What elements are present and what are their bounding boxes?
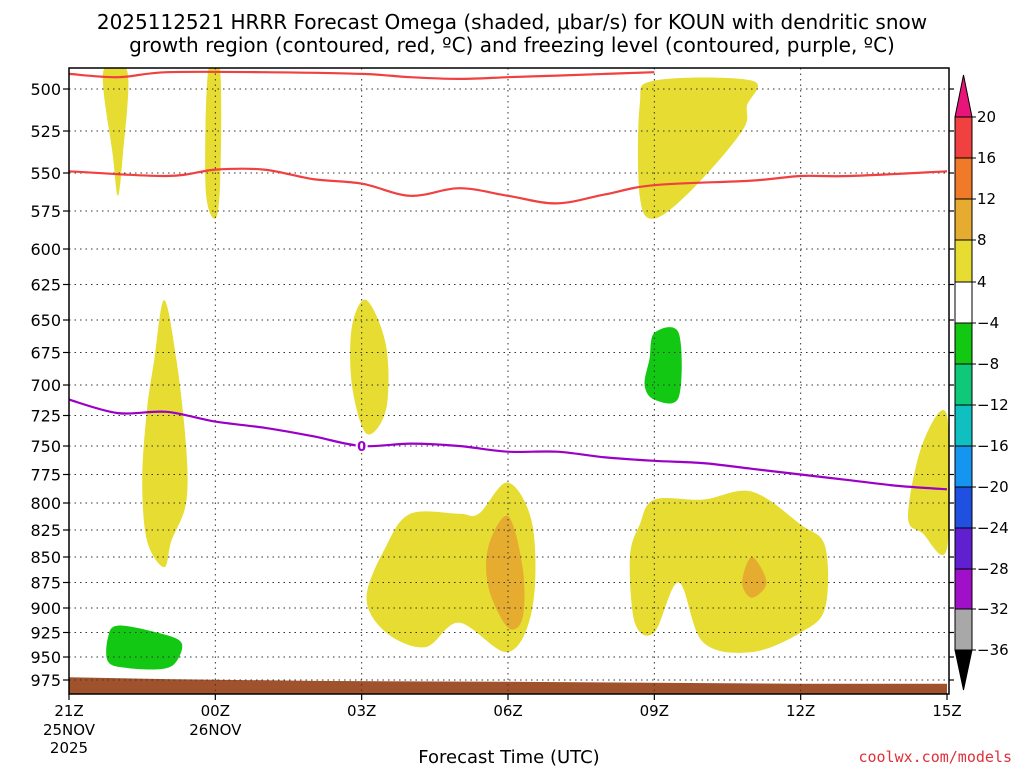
grid-lines	[69, 68, 949, 694]
y-tick-label-875: 875	[30, 574, 61, 593]
y-tick-label-900: 900	[30, 599, 61, 618]
x-tick-label-00Z: 00Z	[201, 702, 230, 720]
y-tick-label-550: 550	[30, 164, 61, 183]
x-tick-label-21Z: 21Z	[54, 702, 83, 720]
series-line-2	[69, 398, 948, 491]
freezing-level-label: 0	[357, 440, 366, 455]
y-tick-label-625: 625	[30, 276, 61, 295]
colorbar-label-3: 8	[977, 231, 987, 249]
terrain	[69, 677, 947, 694]
site-credit[interactable]: coolwx.com/models	[858, 748, 1012, 766]
omega-shading	[102, 68, 949, 670]
colorbar-label-0: 20	[977, 108, 996, 126]
omega-region-3	[350, 299, 389, 435]
colorbar-bin-3	[954, 239, 973, 283]
x-tick-label-03Z: 03Z	[347, 702, 376, 720]
y-axis: 500 525 550 575 600 625 650 675 700 725 750 775 800 8…	[30, 80, 954, 690]
omega-region-6	[629, 490, 829, 653]
y-tick-label-725: 725	[30, 407, 61, 426]
terrain-fill	[69, 677, 947, 694]
omega-region-0	[102, 68, 129, 196]
colorbar-bin-4	[954, 281, 973, 324]
x-tick-label-06Z: 06Z	[493, 702, 522, 720]
y-tick-label-800: 800	[30, 494, 61, 513]
contour-lines	[69, 70, 948, 491]
y-tick-label-825: 825	[30, 521, 61, 540]
colorbar-label-7: −12	[977, 396, 1009, 414]
colorbar-bin-7	[954, 404, 973, 447]
omega-region-4	[637, 77, 758, 219]
y-tick-label-700: 700	[30, 376, 61, 395]
colorbar-bin-5	[954, 322, 973, 365]
freezing-label-bg	[355, 438, 368, 453]
x-tick-label-15Z: 15Z	[932, 702, 961, 720]
series-line-0	[69, 70, 655, 81]
colorbar-bottom-arrow	[954, 649, 973, 691]
colorbar-label-1: 16	[977, 149, 996, 167]
colorbar-label-10: −24	[977, 519, 1009, 537]
y-tick-label-525: 525	[30, 122, 61, 141]
colorbar-top-arrow	[954, 74, 973, 118]
omega-region-8	[486, 515, 525, 630]
colorbar-bin-12	[954, 608, 973, 651]
colorbar: 20 16 12 8 4 −4 −8 −12 −16 −20 −24 −28 −32 −36	[954, 74, 1009, 691]
colorbar-label-12: −32	[977, 600, 1009, 618]
omega-region-10	[644, 327, 682, 404]
y-tick-label-750: 750	[30, 437, 61, 456]
x-tick-date-21Z: 25NOV	[43, 721, 96, 739]
colorbar-bin-10	[954, 527, 973, 570]
y-tick-label-950: 950	[30, 648, 61, 667]
y-tick-label-775: 775	[30, 466, 61, 485]
colorbar-bin-9	[954, 486, 973, 529]
omega-region-5	[366, 482, 536, 653]
colorbar-bin-11	[954, 568, 973, 610]
colorbar-label-13: −36	[977, 641, 1009, 659]
colorbar-label-4: 4	[977, 273, 987, 291]
colorbar-label-9: −20	[977, 478, 1009, 496]
y-tick-label-500: 500	[30, 80, 61, 99]
y-tick-label-650: 650	[30, 311, 61, 330]
x-axis-label: Forecast Time (UTC)	[418, 747, 599, 768]
omega-region-2	[142, 300, 188, 568]
chart-title-line2: growth region (contoured, red, ºC) and f…	[129, 33, 895, 57]
y-tick-label-925: 925	[30, 624, 61, 643]
omega-region-9	[742, 557, 767, 598]
colorbar-bin-2	[954, 198, 973, 241]
y-tick-label-575: 575	[30, 202, 61, 221]
x-tick-label-12Z: 12Z	[786, 702, 815, 720]
omega-region-1	[205, 68, 222, 219]
freezing-level-label-group: 0	[355, 438, 368, 455]
colorbar-label-8: −16	[977, 437, 1009, 455]
colorbar-bin-0	[954, 116, 973, 159]
colorbar-bin-8	[954, 445, 973, 488]
y-tick-label-850: 850	[30, 548, 61, 567]
x-tick-year-21Z: 2025	[50, 739, 88, 757]
omega-region-11	[106, 625, 183, 670]
y-tick-label-975: 975	[30, 671, 61, 690]
colorbar-label-2: 12	[977, 190, 996, 208]
colorbar-label-11: −28	[977, 560, 1009, 578]
colorbar-label-5: −4	[977, 314, 999, 332]
chart-title-line1: 2025112521 HRRR Forecast Omega (shaded, …	[97, 10, 927, 34]
x-tick-label-09Z: 09Z	[640, 702, 669, 720]
colorbar-bin-6	[954, 363, 973, 406]
x-tick-date-00Z: 26NOV	[189, 721, 242, 739]
y-tick-label-675: 675	[30, 344, 61, 363]
colorbar-label-6: −8	[977, 355, 999, 373]
omega-region-7	[908, 410, 949, 556]
y-tick-label-600: 600	[30, 240, 61, 259]
series-line-1	[69, 167, 948, 205]
plot-frame	[68, 67, 950, 695]
colorbar-bin-1	[954, 157, 973, 200]
